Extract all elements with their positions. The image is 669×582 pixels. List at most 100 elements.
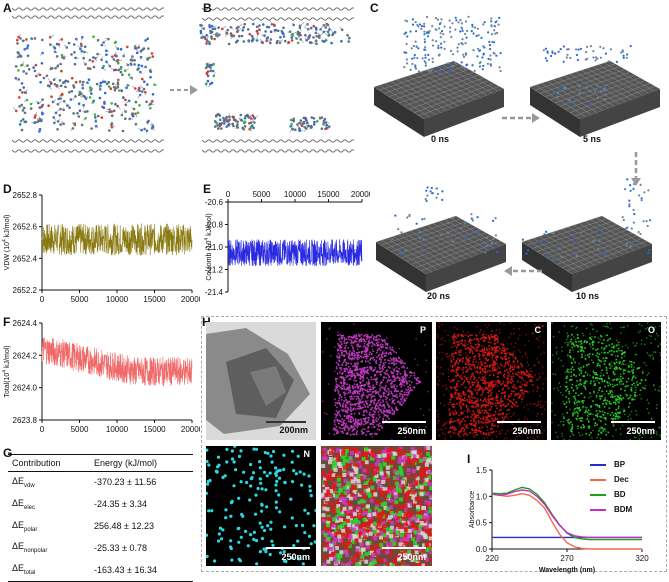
molecule-atom: [648, 249, 650, 251]
eds-dot: [468, 335, 470, 337]
eds-dot: [526, 390, 528, 392]
eds-dot: [387, 409, 389, 411]
eds-background-dot: [410, 390, 411, 391]
eds-dot: [336, 433, 338, 435]
eds-dot: [363, 404, 365, 406]
atom: [276, 42, 279, 45]
eds-dot: [483, 349, 485, 351]
eds-dot: [494, 363, 496, 365]
atom: [112, 83, 115, 86]
eds-dot: [342, 335, 344, 337]
energy-table-container: Contribution Energy (kJ/mol) ΔEvdw -370.…: [8, 454, 193, 582]
eds-dot: [359, 423, 361, 425]
eds-dot: [360, 378, 362, 380]
atom: [304, 117, 307, 120]
eds-dot: [485, 370, 487, 372]
eds-dot: [616, 367, 618, 369]
eds-background-dot: [450, 365, 451, 366]
eds-background-dot: [515, 372, 516, 373]
eds-dot: [404, 381, 406, 383]
molecule-atom: [439, 66, 441, 68]
graphene-sheet: [202, 150, 354, 152]
eds-dot: [386, 401, 388, 403]
atom: [282, 27, 285, 30]
molecule-atom: [545, 231, 547, 233]
eds-background-dot: [446, 356, 447, 357]
eds-background-dot: [515, 343, 516, 344]
eds-dot: [531, 376, 533, 378]
eds-dot: [565, 390, 567, 392]
eds-background-dot: [380, 374, 381, 375]
eds-background-dot: [466, 345, 467, 346]
eds-dot: [616, 384, 618, 386]
eds-background-dot: [334, 371, 335, 372]
eds-dot: [397, 371, 399, 373]
atom: [226, 32, 229, 35]
eds-dot: [383, 412, 385, 414]
eds-background-dot: [438, 416, 439, 417]
eds-dot: [351, 410, 353, 412]
eds-dot: [598, 382, 600, 384]
eds-background-dot: [447, 353, 448, 354]
atom: [209, 64, 212, 67]
eds-background-dot: [514, 363, 515, 364]
eds-dot: [378, 339, 380, 341]
eds-background-dot: [475, 358, 476, 359]
atom: [143, 128, 146, 131]
eds-dot: [392, 409, 394, 411]
eds-dot: [606, 372, 608, 374]
eds-background-dot: [528, 340, 529, 341]
eds-dot: [468, 381, 470, 383]
eds-dot: [472, 353, 474, 355]
eds-dot: [490, 404, 492, 406]
eds-dot: [631, 384, 633, 386]
eds-dot: [378, 414, 380, 416]
eds-dot: [567, 335, 569, 337]
eds-dot: [617, 416, 619, 418]
eds-dot: [504, 352, 506, 354]
eds-dot: [346, 353, 348, 355]
eds-background-dot: [498, 415, 499, 416]
eds-dot: [613, 351, 615, 353]
eds-background-dot: [448, 369, 449, 370]
eds-dot: [563, 417, 565, 419]
eds-dot: [382, 356, 384, 358]
bond: [115, 46, 118, 49]
atom: [55, 112, 58, 115]
eds-dot: [526, 370, 528, 372]
eds-background-dot: [465, 352, 466, 353]
molecule-atom: [436, 187, 438, 189]
eds-dot: [343, 362, 345, 364]
eds-dot: [582, 424, 584, 426]
atom: [340, 40, 343, 43]
eds-dot: [482, 418, 484, 420]
row-subscript: polar: [24, 526, 37, 532]
bond: [64, 45, 67, 47]
eds-dot: [384, 407, 386, 409]
eds-dot: [600, 420, 602, 422]
eds-background-dot: [326, 338, 327, 339]
eds-dot: [485, 387, 487, 389]
eds-background-dot: [334, 389, 335, 390]
eds-dot: [478, 377, 480, 379]
eds-dot: [481, 407, 483, 409]
atom: [138, 104, 141, 107]
eds-dot: [491, 392, 493, 394]
molecule-atom: [586, 58, 588, 60]
eds-background-dot: [487, 430, 488, 431]
eds-dot: [353, 426, 355, 428]
eds-dot: [474, 367, 476, 369]
eds-dot: [612, 412, 614, 414]
eds-background-dot: [441, 344, 442, 345]
eds-dot: [360, 401, 362, 403]
eds-background-dot: [324, 412, 325, 413]
molecule-atom: [573, 255, 575, 257]
molecule-atom: [450, 50, 452, 52]
x-tick-label: 0: [40, 295, 45, 304]
molecule-atom: [602, 47, 604, 49]
eds-dot: [459, 376, 461, 378]
eds-background-dot: [481, 337, 482, 338]
eds-background-dot: [414, 359, 415, 360]
eds-dot: [366, 336, 368, 338]
atom: [110, 102, 113, 105]
